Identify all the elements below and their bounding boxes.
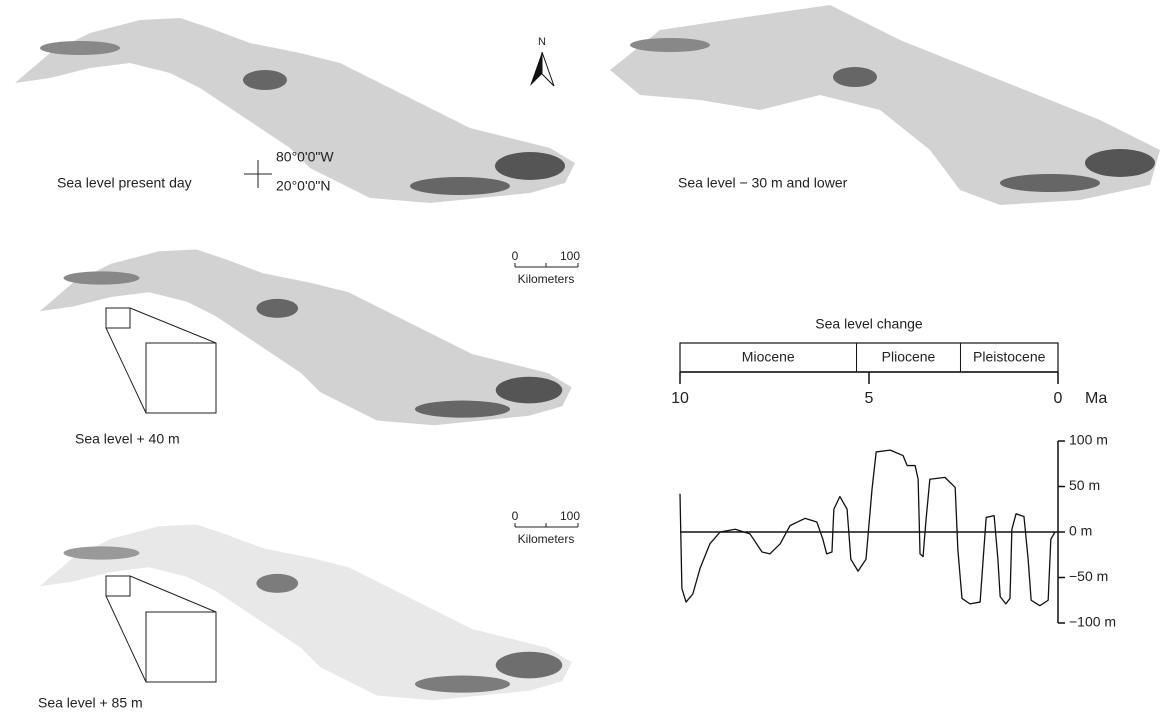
chart-title: Sea level change: [815, 316, 923, 332]
x-tick-label: 10: [671, 390, 689, 407]
latitude: 20°0'0"N: [276, 178, 331, 194]
map-plus40: [40, 250, 572, 426]
map-plus85: [40, 525, 572, 701]
x-tick-label: 0: [1054, 390, 1063, 407]
north-label: N: [538, 36, 546, 48]
scale-bar: 0 100 Kilometers: [512, 509, 581, 546]
epoch-label: Pleistocene: [973, 349, 1046, 365]
panel-label: Sea level + 40 m: [75, 431, 180, 447]
y-tick-label: 100 m: [1069, 432, 1108, 448]
inset: [146, 612, 216, 682]
y-tick-label: −50 m: [1069, 568, 1108, 584]
epoch-label: Pliocene: [882, 349, 936, 365]
sea-level-chart: Sea level change Miocene Pliocene Pleistoc…: [671, 316, 1116, 630]
y-tick-label: −100 m: [1069, 614, 1116, 630]
inset: [146, 343, 216, 413]
scale-tick: 0: [512, 509, 519, 523]
scale-tick: 100: [560, 509, 580, 523]
panel-label: Sea level present day: [57, 175, 192, 191]
scale-tick: 0: [512, 249, 519, 263]
epoch-label: Miocene: [742, 349, 795, 365]
x-tick-label: 5: [865, 390, 874, 407]
figure: Sea level present day Sea level − 30 m a…: [0, 0, 1168, 715]
scale-unit: Kilometers: [518, 532, 575, 546]
longitude: 80°0'0"W: [276, 149, 334, 165]
scale-unit: Kilometers: [518, 272, 575, 286]
y-tick-label: 0 m: [1069, 523, 1092, 539]
sea-level-curve: [680, 450, 1055, 606]
panel-label: Sea level − 30 m and lower: [678, 175, 848, 191]
scale-bar: 0 100 Kilometers: [512, 249, 581, 286]
y-tick-label: 50 m: [1069, 477, 1100, 493]
x-axis-label: Ma: [1085, 390, 1107, 407]
panel-label: Sea level + 85 m: [38, 695, 143, 711]
inset-box: [106, 576, 130, 596]
scale-tick: 100: [560, 249, 580, 263]
inset-box: [106, 308, 130, 328]
